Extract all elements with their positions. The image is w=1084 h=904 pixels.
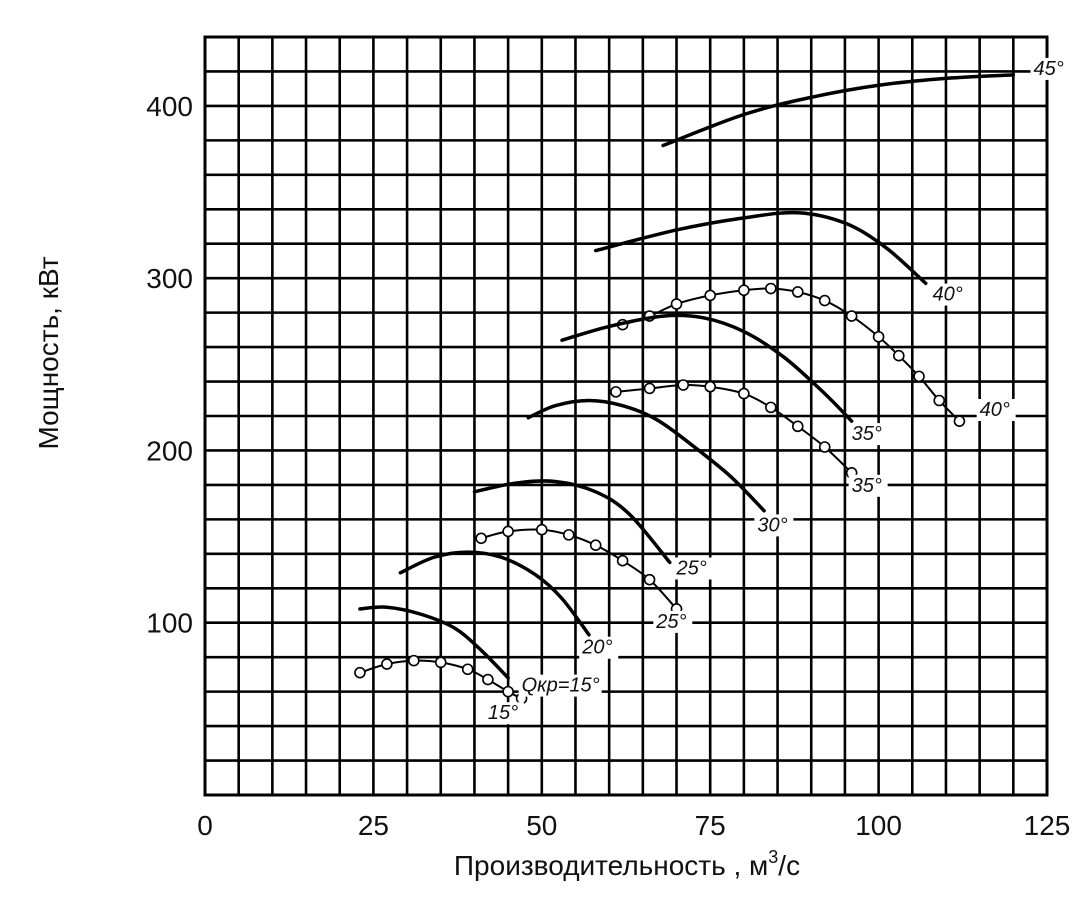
data-point	[535, 523, 548, 536]
data-point	[670, 298, 683, 310]
data-point	[704, 289, 717, 302]
curve-label: 25°	[676, 557, 707, 579]
curve-label: Qкр=15°	[522, 675, 600, 697]
data-point	[738, 387, 750, 400]
curve-label: 15°	[488, 702, 518, 724]
curve-label-bg	[518, 674, 602, 697]
curve-label-bg	[484, 702, 524, 725]
curve-label: 20°	[581, 637, 612, 659]
data-point	[738, 284, 750, 297]
curve-label-bg	[1030, 57, 1070, 80]
curve-label: 35°	[852, 423, 882, 445]
x-tick-label: 75	[695, 810, 726, 841]
series-0	[661, 73, 1016, 148]
curve-label: 40°	[932, 284, 962, 306]
y-tick-label: 100	[146, 608, 193, 639]
series-1	[593, 210, 928, 286]
curve-label: 40°	[980, 399, 1010, 421]
x-tick-label: 100	[855, 810, 902, 841]
curve-label-bg	[653, 610, 693, 633]
series-2	[616, 282, 966, 427]
series-line	[560, 313, 854, 423]
y-tick-label: 300	[146, 263, 193, 294]
curve-label-bg	[848, 423, 888, 446]
data-point	[677, 379, 690, 391]
plot-frame	[203, 35, 1049, 797]
series-9	[358, 605, 510, 680]
curve-label-bg	[976, 399, 1016, 421]
curve-label: 25°	[655, 611, 686, 633]
series-line	[398, 550, 591, 637]
x-axis-label: Производительность , м3/с	[454, 847, 800, 881]
data-point	[818, 441, 831, 453]
y-tick-label: 400	[146, 91, 193, 122]
curve-label: 35°	[852, 475, 882, 497]
data-point	[381, 658, 393, 670]
data-point	[434, 656, 447, 669]
y-axis-label: Мощность, кВт	[33, 256, 64, 449]
series-line	[614, 383, 853, 474]
data-point	[502, 525, 514, 538]
data-point	[913, 370, 925, 383]
data-point	[845, 310, 858, 322]
series-3	[560, 313, 854, 423]
data-point	[354, 666, 366, 679]
data-point	[643, 382, 656, 395]
data-point	[610, 386, 622, 398]
curves	[354, 73, 1016, 705]
data-point	[933, 394, 946, 407]
x-tick-label: 125	[1024, 810, 1071, 841]
data-point	[643, 573, 656, 586]
data-point	[502, 685, 514, 698]
data-point	[482, 673, 494, 686]
series-line	[661, 73, 1016, 148]
data-point	[818, 294, 831, 307]
grid	[205, 37, 1047, 795]
series-8	[398, 550, 591, 637]
data-point	[791, 420, 804, 433]
data-point	[704, 380, 717, 393]
series-line	[526, 398, 766, 513]
curve-label: 30°	[757, 514, 787, 536]
x-tick-label: 50	[526, 810, 557, 841]
x-tick-label: 0	[197, 810, 213, 841]
data-point	[953, 415, 966, 427]
series-line	[358, 605, 510, 680]
data-point	[765, 282, 777, 295]
tick-labels: 0 25 50 75 100 125 100 200 300 400	[146, 91, 1070, 841]
data-point	[616, 554, 629, 567]
y-tick-label: 200	[146, 435, 193, 466]
series-7	[475, 523, 683, 615]
series-line	[593, 210, 928, 286]
series-4	[610, 379, 858, 479]
curve-label-bg	[754, 514, 794, 537]
data-point	[791, 286, 804, 298]
data-point	[408, 654, 420, 667]
curve-label-bg	[673, 557, 713, 580]
data-point	[765, 401, 777, 414]
series-5	[526, 398, 766, 513]
series-line	[480, 528, 678, 610]
data-point	[562, 529, 575, 541]
data-point	[475, 532, 487, 545]
series-10	[354, 654, 528, 705]
curve-label-bg	[848, 474, 888, 497]
data-point	[872, 330, 885, 343]
curve-labels: 45° 40° 40° 35° 35° 30° 25° 25° 20° Qкр=15°15°	[484, 57, 1070, 725]
curve-label: 45°	[1034, 58, 1064, 80]
series-6	[472, 479, 672, 565]
curve-label-bg	[579, 636, 619, 659]
data-point	[589, 539, 602, 552]
series-line	[472, 479, 672, 565]
data-point	[893, 349, 905, 362]
data-point	[461, 663, 474, 676]
curve-label-bg	[929, 283, 969, 306]
x-tick-label: 25	[358, 810, 389, 841]
